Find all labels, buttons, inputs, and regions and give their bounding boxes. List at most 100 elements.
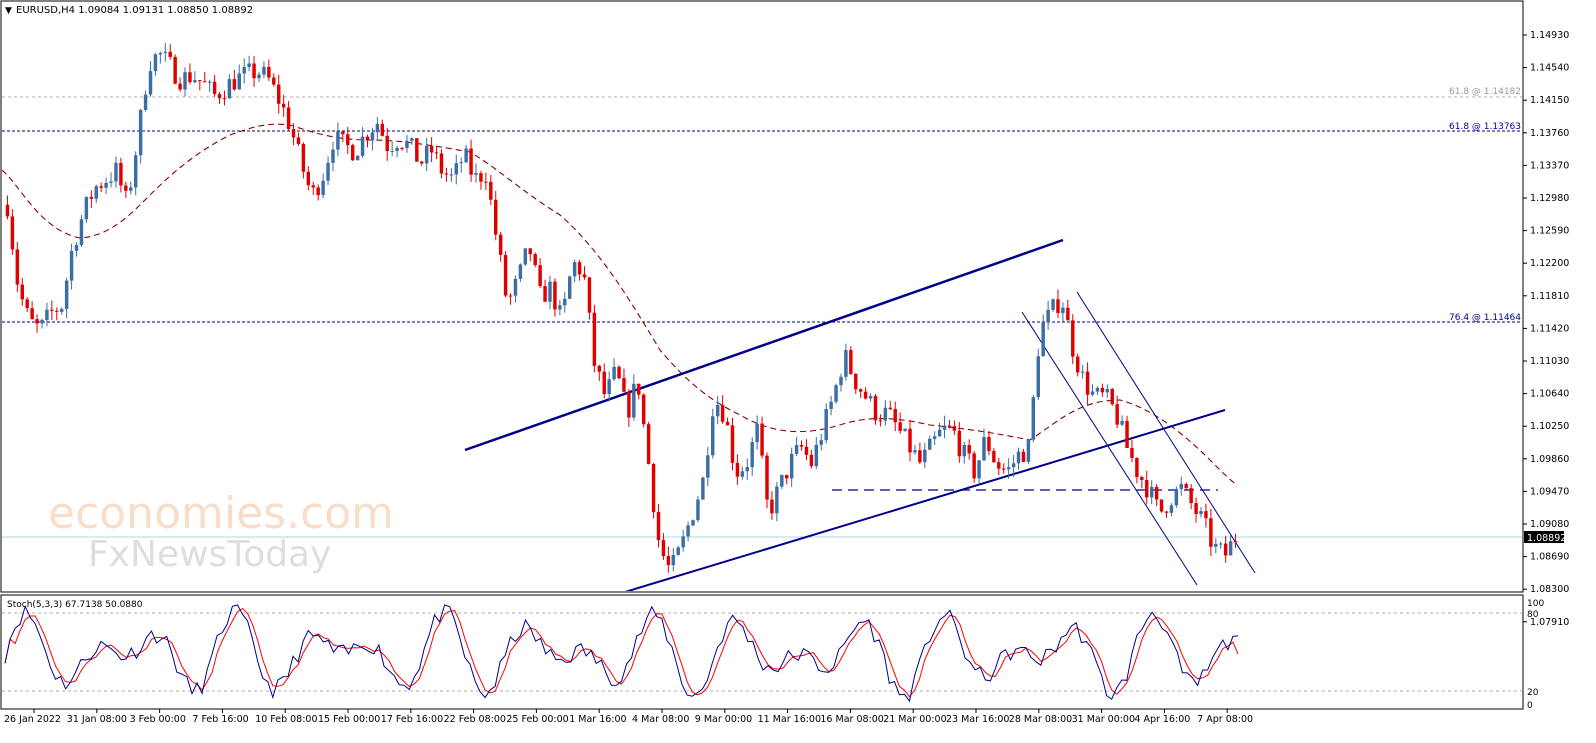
candle-body	[1002, 468, 1006, 470]
candle-body	[1204, 511, 1208, 519]
candle-body	[276, 84, 281, 104]
candle-body	[548, 281, 552, 302]
candle-body	[193, 80, 197, 83]
price-tick-label: 1.09470	[1530, 486, 1569, 497]
candle-body	[370, 132, 375, 141]
fib-upper-label: 61.8 @ 1.13763	[1449, 122, 1521, 132]
candle-body	[824, 408, 828, 441]
candle-body	[89, 196, 94, 199]
candle-body	[153, 54, 158, 72]
price-tick-label: 1.07910	[1530, 617, 1569, 628]
time-axis: 26 Jan 2022 31 Jan 08:00 3 Feb 00:00 7 Feb …	[4, 709, 1253, 725]
candle-body	[572, 262, 577, 277]
candle-body	[804, 446, 809, 455]
candle-body	[1066, 307, 1070, 321]
candle-body	[69, 251, 74, 281]
falling-channel-upper	[1076, 291, 1256, 574]
candle-body	[1051, 299, 1055, 310]
time-tick-label: 31 Jan 08:00	[67, 714, 127, 725]
candle-body	[656, 512, 661, 541]
candle-body	[306, 171, 311, 186]
candle-body	[479, 173, 483, 182]
candle-body	[977, 460, 981, 479]
candle-body	[203, 81, 207, 83]
candle-body	[706, 455, 710, 478]
candle-body	[400, 147, 404, 149]
candle-body	[173, 56, 177, 84]
candle-body	[365, 136, 370, 141]
candle-body	[434, 152, 439, 154]
candle-body	[671, 555, 676, 566]
candle-body	[133, 155, 138, 188]
candle-body	[1179, 483, 1184, 490]
candle-body	[563, 298, 567, 306]
candle-body	[464, 148, 468, 163]
candle-body	[765, 455, 769, 500]
candle-body	[967, 444, 971, 454]
candle-body	[1135, 457, 1139, 478]
candle-body	[395, 147, 399, 151]
candle-body	[301, 143, 306, 172]
candle-body	[429, 145, 434, 153]
candle-body	[341, 131, 345, 135]
candle-body	[868, 395, 873, 399]
price-tick-label: 1.09860	[1530, 454, 1569, 465]
candle-body	[602, 371, 606, 394]
candle-body	[59, 308, 64, 312]
candle-body	[676, 547, 680, 556]
candle-body	[183, 72, 187, 90]
candle-body	[498, 234, 503, 255]
candle-body	[553, 281, 557, 310]
candle-body	[518, 264, 523, 279]
candle-body	[360, 136, 365, 156]
time-tick-label: 28 Mar 08:00	[1009, 714, 1072, 725]
candle-body	[257, 74, 261, 79]
candle-body	[207, 81, 212, 83]
time-tick-label: 9 Mar 00:00	[695, 714, 752, 725]
candle-body	[928, 438, 932, 450]
candle-body	[321, 180, 325, 196]
candle-body	[326, 162, 330, 181]
candle-body	[1214, 543, 1218, 547]
candle-body	[1149, 486, 1154, 498]
stoch-label: Stoch(5,3,3) 67.7138 50.0880	[7, 600, 143, 610]
candle-body	[1041, 322, 1045, 357]
candle-body	[1115, 404, 1119, 425]
current-price-box	[1524, 531, 1564, 543]
candle-body	[651, 463, 656, 513]
candlestick-series	[5, 42, 1238, 573]
candle-body	[923, 449, 927, 463]
symbol-triangle-icon: ▼	[5, 6, 12, 16]
candle-body	[420, 161, 424, 164]
candle-body	[863, 391, 868, 399]
candle-body	[350, 145, 355, 161]
candle-body	[1110, 388, 1114, 405]
price-tick-label: 1.10640	[1530, 389, 1569, 400]
time-tick-label: 1 Mar 16:00	[569, 714, 626, 725]
candle-body	[410, 138, 414, 141]
candle-body	[528, 248, 532, 255]
candle-body	[424, 145, 429, 164]
candle-body	[272, 77, 276, 85]
candle-body	[148, 71, 153, 95]
candle-body	[158, 52, 163, 55]
candle-body	[681, 536, 685, 548]
falling-channel-lower	[1021, 311, 1198, 586]
time-tick-label: 3 Feb 00:00	[130, 714, 186, 725]
candle-body	[375, 123, 380, 133]
fib-lower-label: 76.4 @ 1.11464	[1449, 313, 1521, 323]
candle-body	[839, 376, 843, 386]
candle-body	[232, 79, 237, 90]
candle-body	[873, 395, 878, 421]
candle-body	[346, 134, 350, 146]
candle-body	[1105, 388, 1110, 393]
candle-body	[336, 131, 340, 150]
candle-body	[849, 350, 853, 374]
candle-body	[10, 216, 15, 250]
candle-body	[607, 379, 611, 394]
candle-body	[1154, 486, 1159, 500]
candle-body	[1016, 451, 1021, 464]
candle-body	[780, 474, 784, 487]
